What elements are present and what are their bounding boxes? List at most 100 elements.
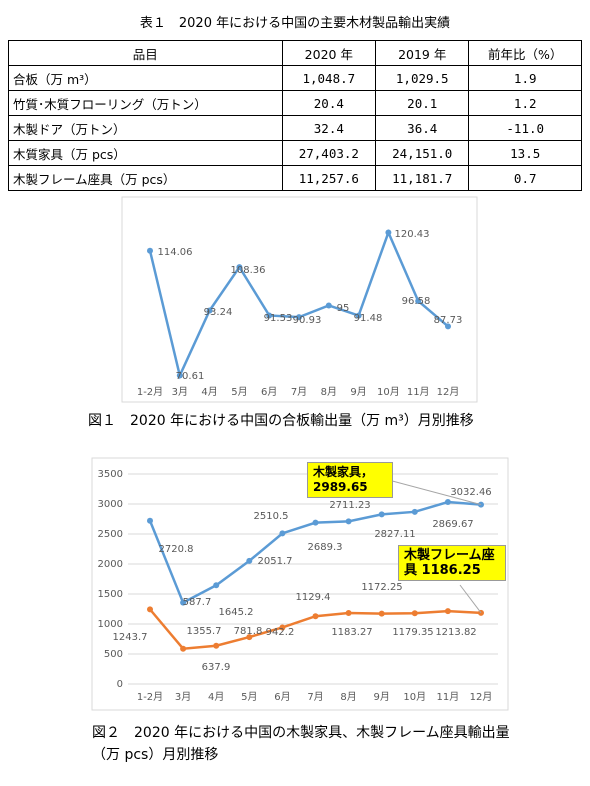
value-label: 1172.25 <box>361 582 402 593</box>
x-tick-label: 3月 <box>172 386 188 398</box>
point <box>213 642 220 649</box>
value-label: 93.24 <box>204 307 233 318</box>
callout: 木製フレーム座具 1186.25 <box>398 545 506 581</box>
value-label: 1355.7 <box>187 626 222 637</box>
point <box>312 519 319 526</box>
table-row: 合板（万 m³） 1,048.7 1,029.5 1.9 <box>8 65 582 91</box>
point <box>445 323 451 330</box>
point <box>385 229 392 236</box>
point <box>345 610 352 617</box>
value-label: 2510.5 <box>254 511 289 522</box>
point <box>236 264 243 271</box>
table-cell: 13.5 <box>468 140 582 166</box>
y-tick-label: 0 <box>117 679 123 690</box>
value-label: 2689.3 <box>308 542 343 553</box>
table-row: 木製フレーム座具（万 pcs） 11,257.6 11,181.7 0.7 <box>8 165 582 191</box>
value-label: 1213.82 <box>435 627 476 638</box>
header-cell: 2019 年 <box>375 40 470 66</box>
point <box>378 610 385 617</box>
point <box>325 302 332 309</box>
table-cell: 1.2 <box>468 90 582 116</box>
value-label: 120.43 <box>395 229 430 240</box>
point <box>147 517 153 524</box>
point <box>246 634 253 641</box>
value-label: 2051.7 <box>258 556 293 567</box>
point <box>279 530 286 537</box>
value-label: 108.36 <box>231 265 266 276</box>
point <box>415 297 422 304</box>
x-tick-label: 4月 <box>201 386 217 398</box>
table-cell: 24,151.0 <box>375 140 470 166</box>
x-tick-label: 11月 <box>437 691 460 703</box>
y-tick-label: 3000 <box>98 499 123 510</box>
point <box>444 608 451 615</box>
y-tick-label: 2000 <box>98 559 123 570</box>
x-tick-label: 7月 <box>291 386 307 398</box>
x-tick-label: 6月 <box>274 691 290 703</box>
point <box>180 645 187 652</box>
x-tick-label: 8月 <box>340 691 356 703</box>
point <box>147 247 153 254</box>
x-tick-label: 10月 <box>377 386 400 398</box>
value-label: 2869.67 <box>432 519 473 530</box>
header-cell: 2020 年 <box>281 40 377 66</box>
table-title: 表１ 2020 年における中国の主要木材製品輸出実績 <box>139 16 451 31</box>
point <box>345 518 352 525</box>
chart-frame <box>91 457 509 711</box>
point <box>213 582 220 589</box>
point <box>180 599 187 606</box>
point <box>266 312 273 319</box>
x-tick-label: 12月 <box>437 386 460 398</box>
y-tick-label: 3500 <box>98 469 123 480</box>
value-label: 1645.2 <box>219 607 254 618</box>
value-label: 114.06 <box>158 247 193 258</box>
value-label: 2711.23 <box>329 500 370 511</box>
value-label: 2827.11 <box>374 529 415 540</box>
point <box>444 499 451 506</box>
point <box>378 511 385 518</box>
caption: 図２ 2020 年における中国の木製家具、木製フレーム座具輸出量（万 pcs）月… <box>92 725 510 763</box>
y-tick-label: 500 <box>104 649 123 660</box>
table-cell: 木製フレーム座具（万 pcs） <box>8 165 283 191</box>
table-cell: 11,257.6 <box>281 165 377 191</box>
y-tick-label: 1000 <box>98 619 123 630</box>
x-tick-label: 9月 <box>374 691 390 703</box>
value-label: 637.9 <box>202 662 231 673</box>
point <box>296 314 302 321</box>
table: 品目 2020 年 2019 年前年比（%） 合板（万 m³） 1,048.7 1,029… <box>8 40 582 191</box>
value-label: 1129.4 <box>296 592 331 603</box>
value-label: 87.73 <box>434 315 463 326</box>
table-cell: 11,181.7 <box>375 165 470 191</box>
table-cell: 1,029.5 <box>375 65 470 91</box>
callout: 木製家具， 2989.65 <box>307 462 393 498</box>
table-cell: 木質家具（万 pcs） <box>8 140 283 166</box>
table-cell: 0.7 <box>468 165 582 191</box>
x-tick-label: 8月 <box>321 386 337 398</box>
table-cell: 32.4 <box>281 115 377 141</box>
table-row: 木質家具（万 pcs） 27,403.2 24,151.0 13.5 <box>8 140 582 166</box>
x-tick-label: 5月 <box>231 386 247 398</box>
value-label: 90.93 <box>293 315 322 326</box>
point <box>206 307 213 314</box>
point <box>411 508 418 515</box>
table-cell: -11.0 <box>468 115 582 141</box>
value-label: 1179.35 <box>392 627 433 638</box>
series-name: 木製フレーム座具 <box>404 548 495 578</box>
y-tick-label: 1500 <box>98 589 123 600</box>
x-tick-label: 11月 <box>407 386 430 398</box>
point <box>411 610 418 617</box>
table-cell: 1.9 <box>468 65 582 91</box>
x-tick-label: 6月 <box>261 386 277 398</box>
value-label: 3032.46 <box>450 487 491 498</box>
x-tick-label: 12月 <box>470 691 493 703</box>
value-label: 91.48 <box>354 313 383 324</box>
value-label: 2720.8 <box>159 544 194 555</box>
leader-line <box>380 477 482 506</box>
x-tick-label: 7月 <box>307 691 323 703</box>
table-cell: 20.1 <box>375 90 470 116</box>
caption: 図１ 2020 年における中国の合板輸出量（万 m³）月別推移 <box>88 413 474 429</box>
x-tick-label: 5月 <box>241 691 257 703</box>
point <box>279 624 286 631</box>
value-label: 1183.27 <box>331 627 372 638</box>
